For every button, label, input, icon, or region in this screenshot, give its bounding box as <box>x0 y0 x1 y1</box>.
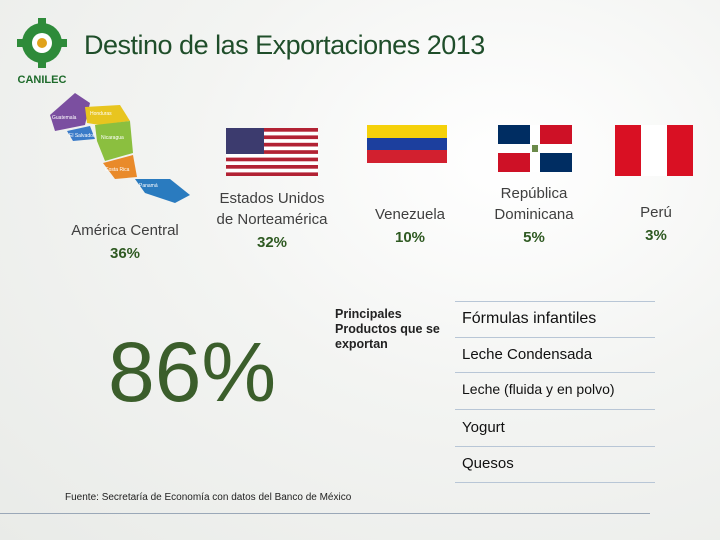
logo: CANILEC <box>17 18 67 86</box>
flag-peru <box>615 125 693 176</box>
destination-name: Estados Unidos de Norteamérica <box>216 190 328 228</box>
destination-share: 3% <box>645 227 667 244</box>
separator <box>455 446 655 447</box>
separator <box>455 337 655 338</box>
separator <box>455 482 655 483</box>
logo-text: CANILEC <box>18 74 67 86</box>
title: Destino de las Exportaciones 2013 <box>84 30 485 60</box>
product: Leche (fluida y en polvo) <box>462 381 615 397</box>
map-label: Costa Rica <box>105 167 130 173</box>
separator <box>455 301 655 302</box>
map: Guatemala Honduras El Salvador Nicaragua… <box>50 93 190 203</box>
destination-share: 5% <box>523 229 545 246</box>
flag-usa <box>226 128 318 176</box>
map-label: Nicaragua <box>101 135 124 141</box>
total-share: 86% <box>108 325 277 419</box>
source: Fuente: Secretaría de Economía con datos… <box>65 492 352 503</box>
destination-share: 32% <box>256 234 288 251</box>
product: Leche Condensada <box>462 346 593 363</box>
footer-line <box>0 513 650 514</box>
destination-share: 10% <box>394 229 426 246</box>
destination: Venezuela 10% <box>350 204 470 248</box>
map-label: Honduras <box>90 111 112 117</box>
separator <box>455 409 655 410</box>
destination-name: Venezuela <box>374 206 446 223</box>
flag-venezuela <box>367 125 447 163</box>
destination: América Central 36% <box>55 220 195 264</box>
product: Fórmulas infantiles <box>462 310 597 327</box>
map-label: Guatemala <box>52 115 77 121</box>
destination: Estados Unidos de Norteamérica 32% <box>212 188 332 253</box>
destination-name: Perú <box>640 204 672 221</box>
products-label: Principales Productos que se exportan <box>335 307 440 351</box>
destination-name: América Central <box>71 222 179 239</box>
flag-dominican <box>498 125 572 172</box>
destination: Perú 3% <box>621 202 691 246</box>
destination-share: 36% <box>109 245 141 262</box>
product: Quesos <box>462 455 514 472</box>
map-label: Panamá <box>139 183 158 189</box>
destination-name: República Dominicana <box>494 185 574 223</box>
separator <box>455 372 655 373</box>
map-label: El Salvador <box>69 133 95 139</box>
product: Yogurt <box>462 419 505 436</box>
destination: República Dominicana 5% <box>479 183 589 248</box>
